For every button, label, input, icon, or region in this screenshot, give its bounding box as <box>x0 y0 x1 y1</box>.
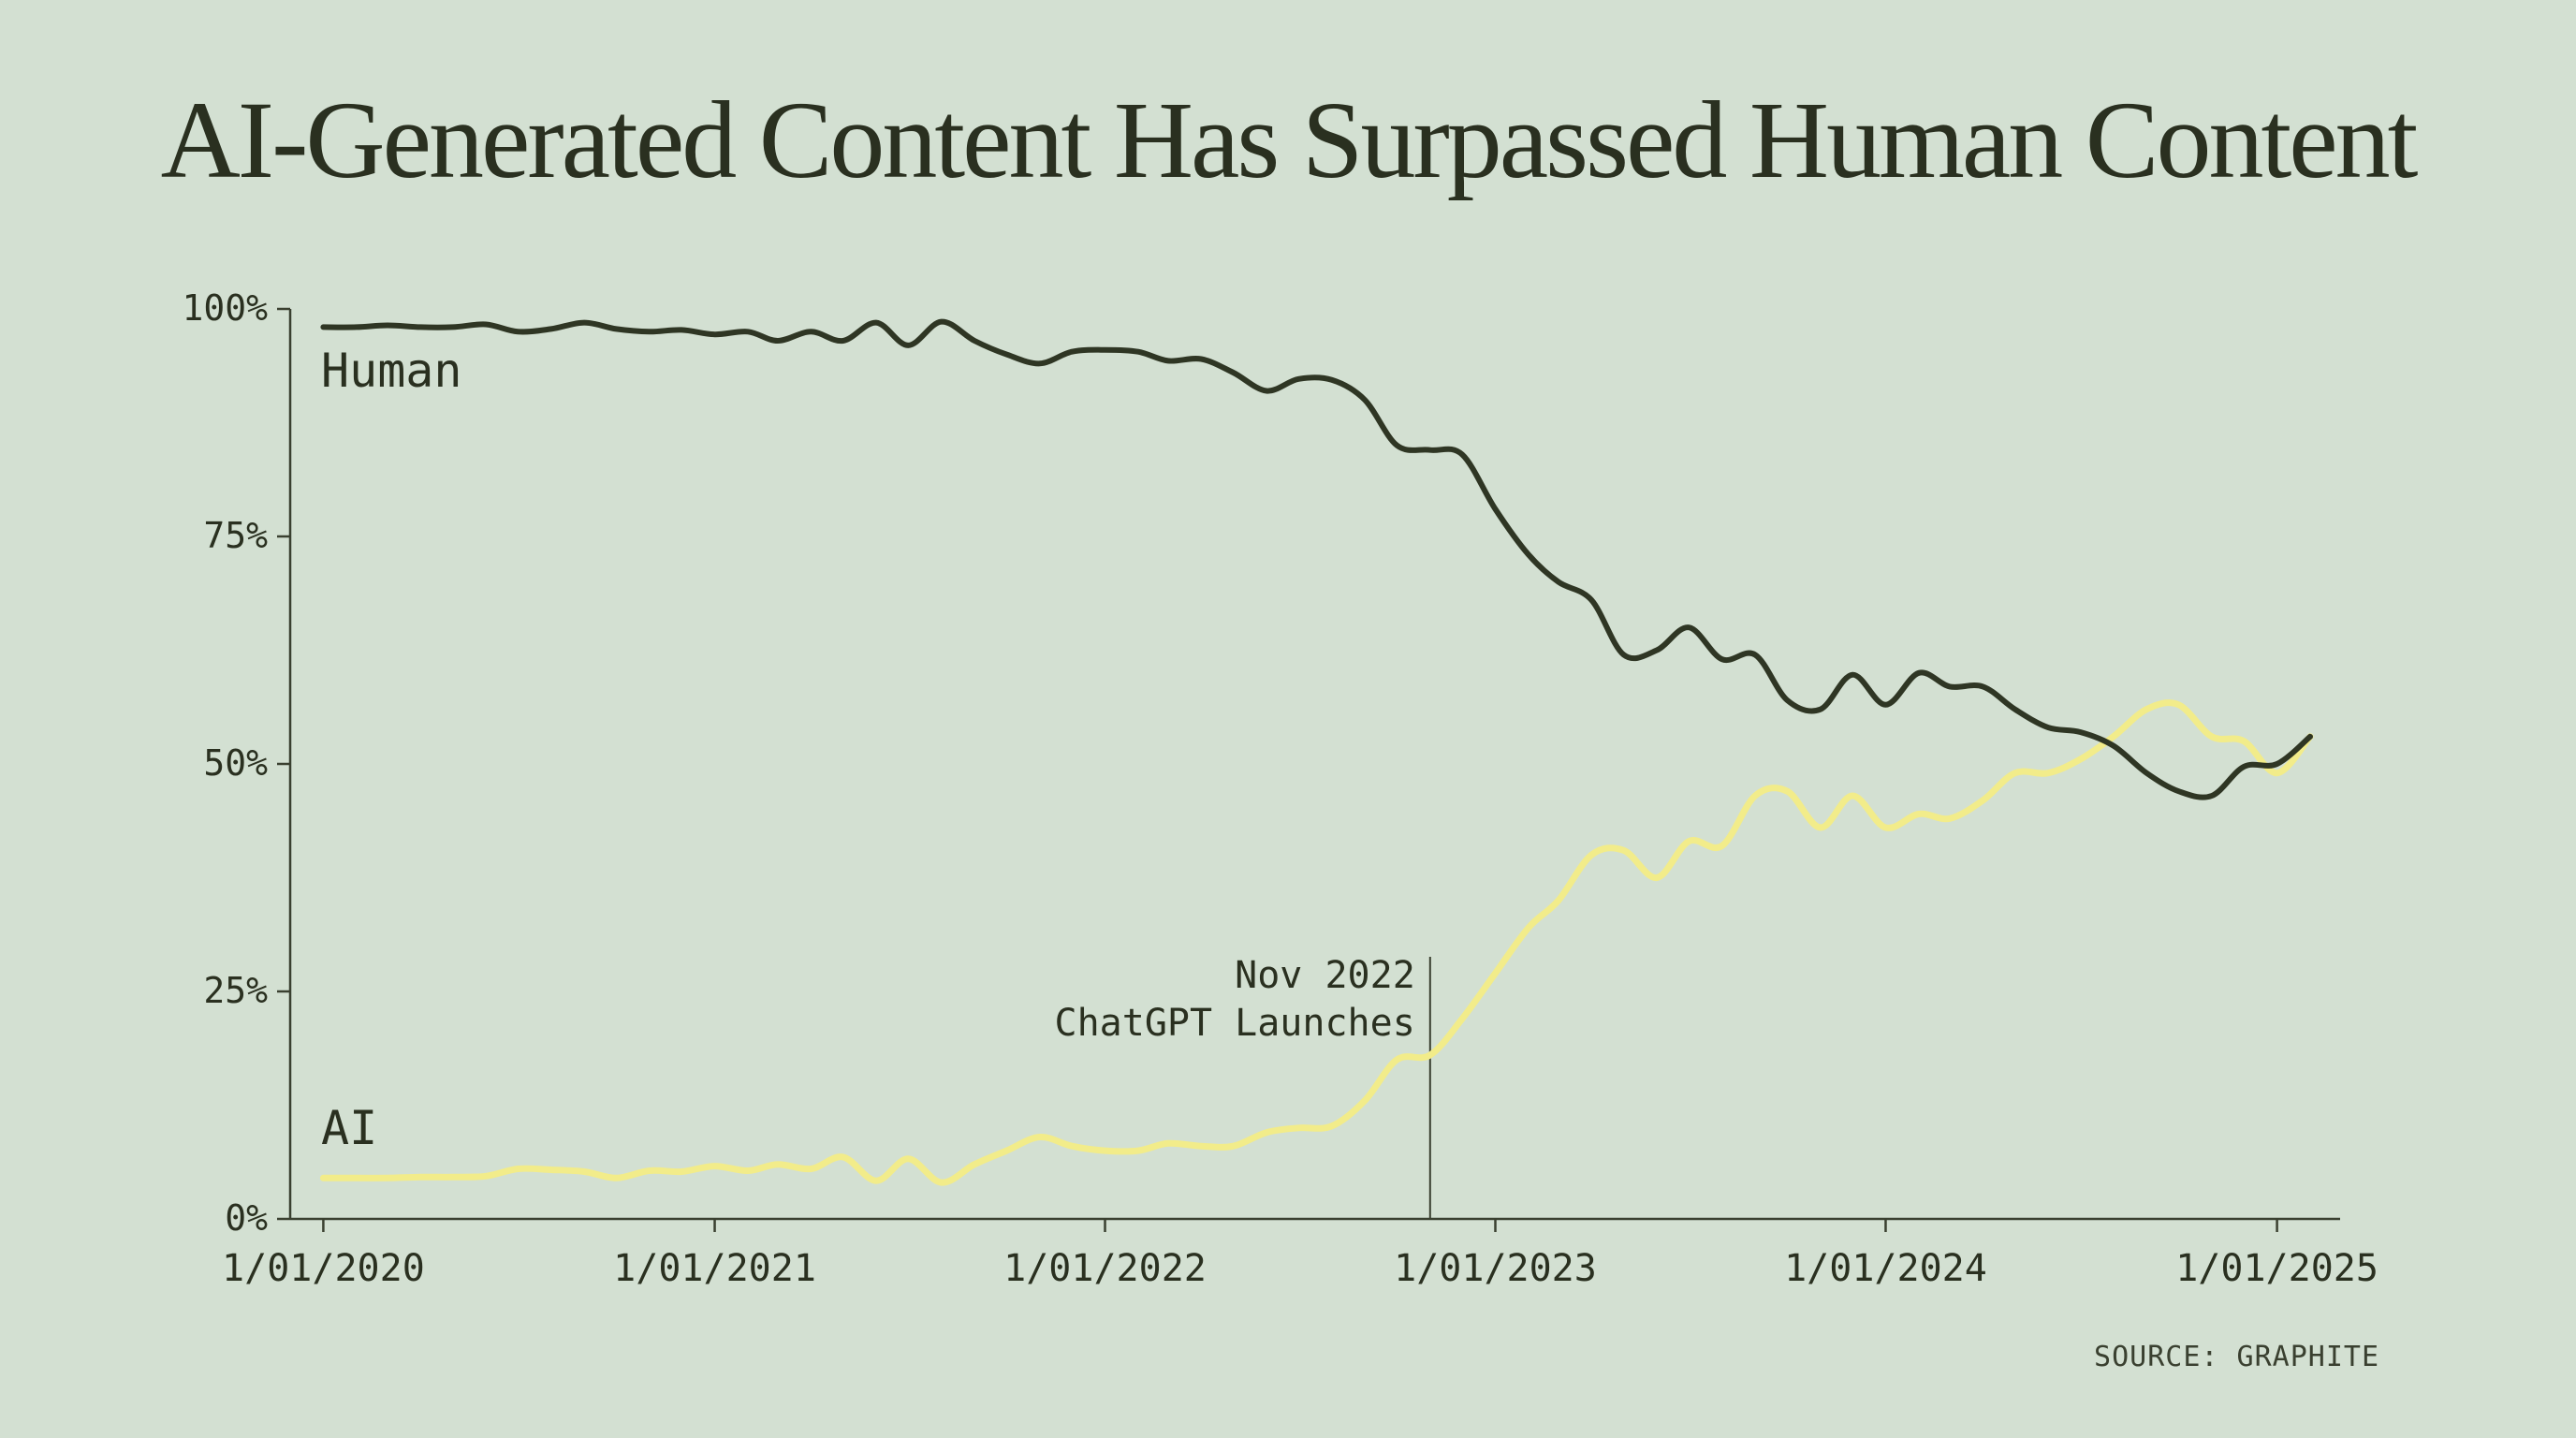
x-tick-label: 1/01/2025 <box>2175 1247 2378 1290</box>
chart-title: AI-Generated Content Has Surpassed Human… <box>160 79 2419 201</box>
x-tick-label: 1/01/2020 <box>222 1247 425 1290</box>
source-note: SOURCE: GRAPHITE <box>2094 1341 2379 1373</box>
x-tick-label: 1/01/2024 <box>1784 1247 1987 1290</box>
series-label-human: Human <box>321 344 462 398</box>
y-tick-label: 50% <box>203 742 268 784</box>
chart-series <box>319 318 2314 1186</box>
x-tick-label: 1/01/2022 <box>1003 1247 1207 1290</box>
y-tick-label: 75% <box>203 515 268 556</box>
chatgpt-annotation: Nov 2022 ChatGPT Launches <box>1054 954 1431 1219</box>
chart-axes: 0% 25% 50% 75% 100% 1/01/2020 1/01/2021 1/01/20… <box>182 287 2378 1290</box>
y-tick-label: 100% <box>182 287 268 329</box>
y-tick-label: 25% <box>203 970 268 1011</box>
series-line-human <box>320 318 2313 800</box>
series-line-ai <box>319 699 2314 1186</box>
annotation-text: Nov 2022 <box>1235 954 1415 997</box>
annotation-text: ChatGPT Launches <box>1054 1002 1414 1045</box>
x-tick-label: 1/01/2023 <box>1394 1247 1597 1290</box>
y-tick-label: 0% <box>225 1197 268 1239</box>
series-labels: Human AI <box>321 344 462 1155</box>
x-tick-label: 1/01/2021 <box>613 1247 816 1290</box>
series-label-ai: AI <box>321 1101 377 1155</box>
